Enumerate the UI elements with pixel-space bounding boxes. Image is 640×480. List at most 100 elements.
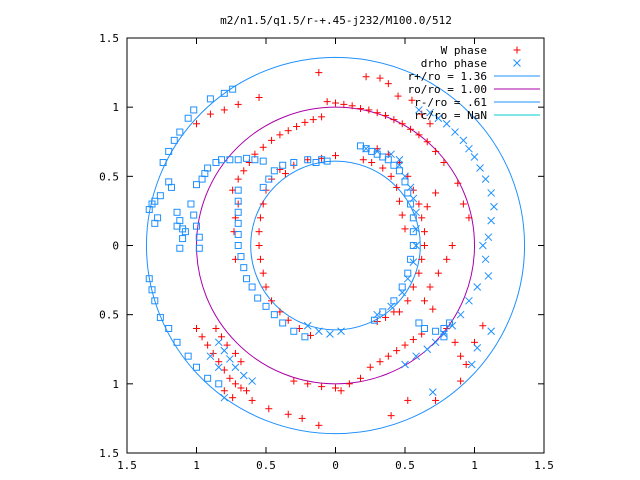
point-s0-41: [454, 179, 462, 187]
point-s1-28: [487, 327, 496, 336]
point-s0-32: [255, 93, 263, 101]
point-s1-2: [434, 114, 443, 123]
point-s2-93: [432, 327, 440, 335]
point-s2-90: [370, 316, 378, 324]
point-s0-38: [408, 96, 416, 104]
point-s0-108: [220, 387, 228, 395]
legend-label-5: rc/ro = NaN: [414, 109, 487, 122]
point-s1-22: [431, 338, 440, 347]
point-s2-64: [290, 327, 298, 335]
point-s1-47: [220, 346, 229, 355]
x-tick-label-2: 0.5: [256, 459, 276, 472]
point-s2-7: [165, 147, 173, 155]
point-s0-42: [459, 200, 467, 208]
point-s0-101: [237, 384, 245, 392]
point-s2-61: [262, 302, 270, 310]
point-s1-48: [226, 355, 234, 363]
point-s1-7: [470, 153, 479, 161]
point-s2-23: [181, 228, 189, 236]
point-s2-6: [159, 159, 167, 166]
point-s1-17: [473, 283, 482, 291]
point-s0-14: [440, 159, 448, 166]
point-s2-8: [170, 136, 178, 144]
point-s1-53: [214, 363, 223, 372]
point-s0-128: [345, 380, 353, 388]
point-s2-20: [179, 235, 187, 243]
point-s0-16: [309, 116, 317, 124]
point-s0-134: [404, 396, 412, 404]
point-s2-51: [234, 197, 242, 205]
point-s1-19: [456, 310, 465, 319]
point-s0-145: [420, 297, 428, 305]
point-s2-94: [440, 325, 448, 332]
point-s2-2: [151, 197, 159, 205]
point-s2-22: [173, 222, 181, 230]
legend-label-3: ro/ro = 1.00: [408, 83, 487, 96]
y-tick-label-0: 1.5: [99, 447, 119, 460]
point-s2-42: [151, 297, 159, 305]
point-s0-87: [395, 197, 403, 205]
point-s2-76: [384, 156, 392, 164]
point-s2-100: [323, 157, 331, 165]
legend-marker-1: [513, 59, 521, 67]
point-s0-22: [259, 143, 267, 151]
point-s1-16: [484, 272, 493, 280]
point-s0-141: [443, 255, 451, 263]
point-s2-79: [401, 178, 409, 186]
point-s0-19: [284, 127, 292, 135]
point-s1-4: [451, 128, 459, 136]
point-s0-120: [366, 363, 374, 371]
point-s2-48: [204, 374, 212, 382]
point-s2-91: [415, 319, 423, 327]
point-s2-50: [234, 186, 242, 194]
point-s2-9: [176, 128, 184, 136]
point-s0-146: [429, 305, 437, 313]
point-s0-116: [304, 380, 312, 388]
point-s0-76: [420, 242, 428, 249]
point-s0-10: [407, 125, 415, 133]
x-tick-label-5: 1: [471, 459, 478, 472]
point-s1-52: [206, 352, 215, 361]
point-s1-12: [487, 216, 496, 225]
point-s0-115: [290, 377, 298, 385]
point-s0-124: [401, 341, 409, 349]
point-s0-89: [401, 225, 409, 233]
point-s0-51: [256, 255, 264, 263]
point-s1-8: [476, 164, 484, 172]
point-s1-54: [220, 393, 229, 402]
point-s0-79: [409, 283, 417, 291]
point-s2-53: [234, 219, 242, 227]
point-s0-30: [220, 106, 228, 114]
point-s0-138: [479, 322, 487, 330]
point-s1-55: [303, 321, 312, 330]
point-s0-103: [212, 325, 220, 332]
point-s1-25: [401, 360, 409, 369]
point-s0-43: [465, 214, 473, 222]
point-s0-109: [229, 394, 237, 402]
point-s0-139: [426, 283, 434, 291]
point-s2-70: [290, 159, 298, 166]
point-s0-4: [357, 105, 365, 113]
point-s1-14: [478, 241, 487, 250]
point-s0-11: [415, 131, 423, 139]
point-s0-114: [315, 421, 323, 429]
point-s0-65: [304, 156, 312, 164]
point-s0-127: [357, 374, 365, 382]
point-s1-24: [412, 352, 420, 361]
point-s0-15: [318, 113, 326, 121]
point-s0-39: [418, 110, 426, 118]
point-s0-29: [193, 120, 200, 128]
point-s0-123: [393, 347, 401, 355]
point-s2-46: [184, 352, 192, 360]
point-s0-75: [420, 228, 428, 236]
point-s2-66: [259, 183, 267, 191]
point-s2-87: [398, 283, 406, 291]
point-s0-97: [215, 358, 223, 366]
point-s2-57: [240, 264, 248, 272]
point-s2-24: [193, 181, 200, 189]
point-s2-49: [215, 380, 223, 388]
point-s0-33: [315, 69, 323, 77]
point-s0-37: [394, 92, 402, 100]
y-tick-label-2: 0.5: [99, 309, 119, 322]
